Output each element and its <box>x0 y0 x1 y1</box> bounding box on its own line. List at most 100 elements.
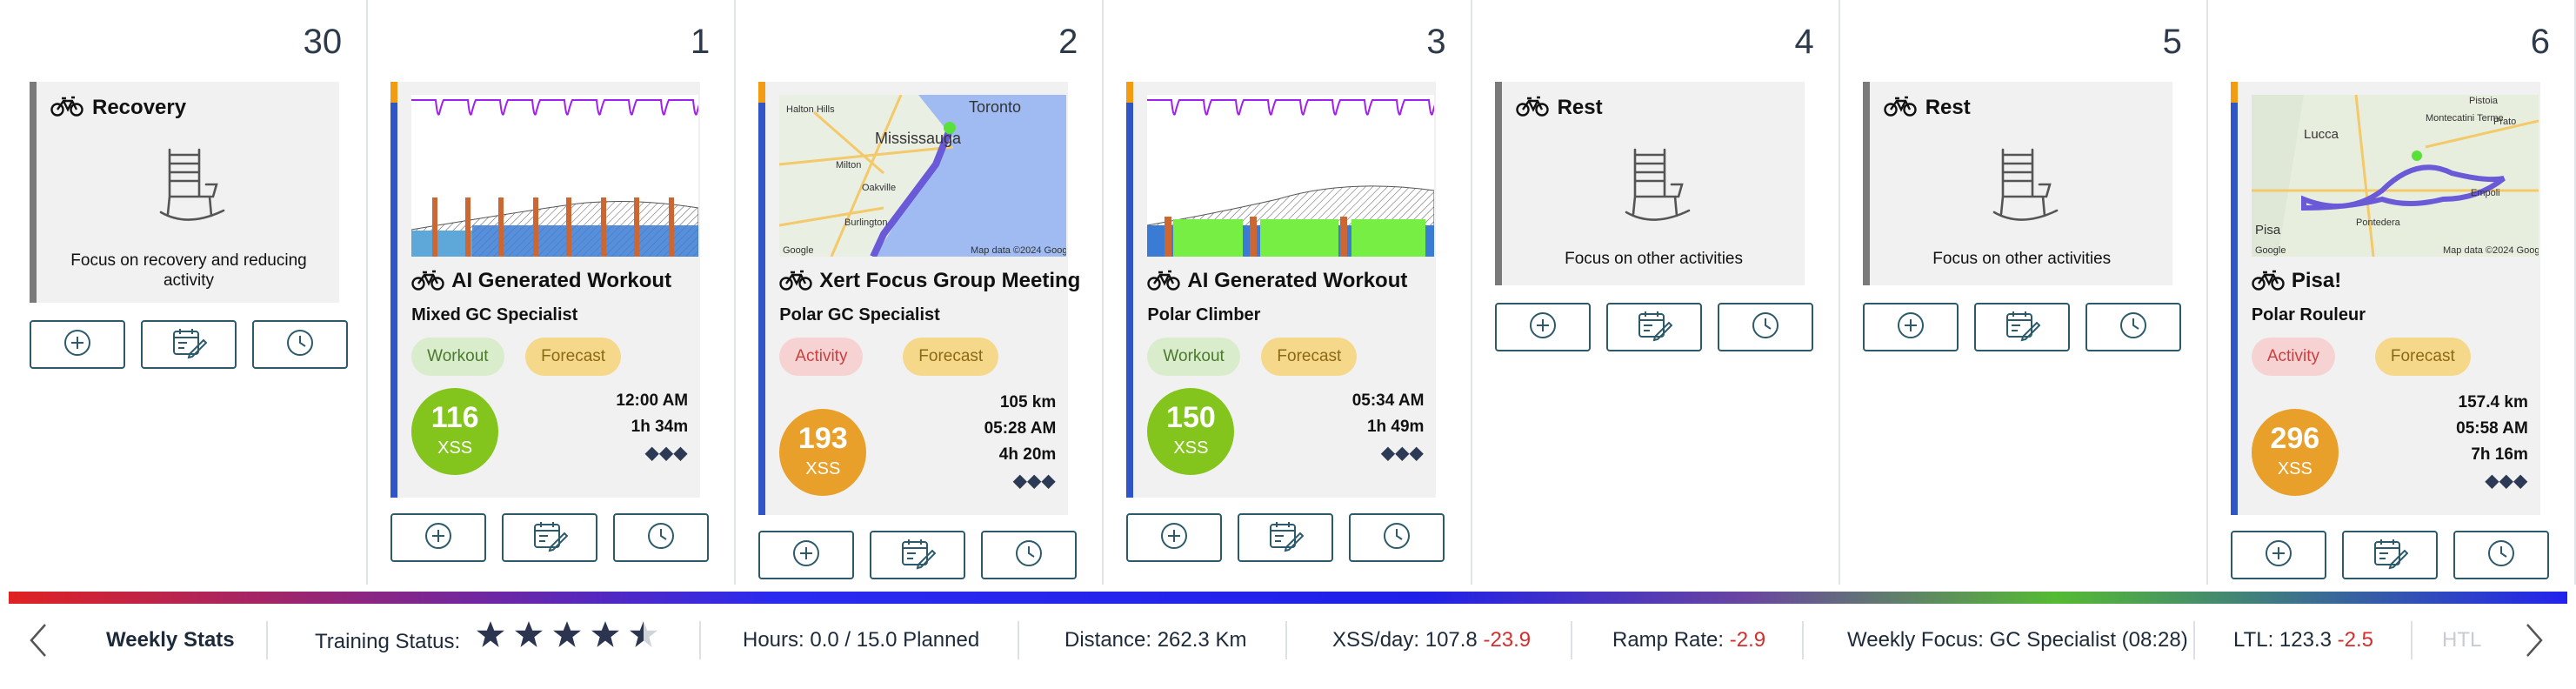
day-number: 2 <box>1058 23 1078 61</box>
history-button[interactable] <box>1349 513 1445 562</box>
add-button[interactable] <box>30 320 125 369</box>
rest-card[interactable]: Rest Focus on other activities <box>1862 82 2172 285</box>
history-button[interactable] <box>2453 531 2549 579</box>
add-button[interactable] <box>1126 513 1223 562</box>
stat-line: 1h 49m <box>1366 418 1425 436</box>
bicycle-icon <box>1515 96 1549 121</box>
hours-stat: Hours: 0.0 / 15.0 Planned <box>743 628 980 652</box>
star-icon <box>475 603 506 683</box>
day-number: 5 <box>2162 23 2182 61</box>
ramp-rate-value: -2.9 <box>1729 628 1766 652</box>
edit-plan-icon <box>899 537 937 574</box>
divider <box>2411 621 2412 659</box>
card-title: Xert Focus Group Meeting <box>819 269 1081 292</box>
stat-line: 05:28 AM <box>984 419 1057 438</box>
calendar-week: 30 Recovery Focus on recovery and reducing… <box>30 0 2576 585</box>
workout-stats: 12:00 AM 1h 34m ◆◆◆ <box>616 388 688 466</box>
plan-button[interactable] <box>2341 531 2438 579</box>
card-subtitle: Polar GC Specialist <box>779 305 940 324</box>
divider <box>699 621 701 659</box>
rocking-chair-icon <box>1502 143 1805 234</box>
focus-text: Focus on other activities <box>1932 250 2112 268</box>
svg-text:Prato: Prato <box>2493 117 2516 127</box>
history-button[interactable] <box>2085 303 2181 351</box>
card-status-bar <box>758 82 766 515</box>
card-title: AI Generated Workout <box>1187 269 1408 292</box>
difficulty-diamonds: ◆◆◆ <box>2485 472 2528 491</box>
history-icon <box>2119 311 2148 344</box>
add-button[interactable] <box>390 513 487 562</box>
ramp-rate-stat: Ramp Rate: -2.9 <box>1612 609 1765 689</box>
edit-plan-icon <box>170 326 208 364</box>
history-button[interactable] <box>981 531 1078 579</box>
svg-text:Pistoia: Pistoia <box>2469 96 2499 106</box>
divider <box>266 621 268 659</box>
add-icon <box>424 521 453 555</box>
tag-workout: Workout <box>1147 338 1240 376</box>
plan-button[interactable] <box>1605 303 1702 351</box>
bicycle-icon <box>1884 96 1917 121</box>
plan-button[interactable] <box>1238 513 1334 562</box>
activity-card[interactable]: Pistoia Montecatini Terme Lucca Prato Pisa Em… <box>2230 82 2540 515</box>
route-map: Pistoia Montecatini Terme Lucca Prato Pisa Em… <box>2251 95 2539 257</box>
plan-button[interactable] <box>1973 303 2070 351</box>
rest-card[interactable]: Rest Focus on other activities <box>1494 82 1805 285</box>
add-button[interactable] <box>758 531 855 579</box>
star-icon <box>551 603 583 683</box>
card-status-bar <box>30 82 37 303</box>
xss-label: XSS <box>437 438 473 458</box>
card-title: Recovery <box>92 96 187 119</box>
focus-text: Focus on recovery and reducing activity <box>70 251 307 290</box>
card-status-bar <box>2230 82 2238 515</box>
card-title: Rest <box>1557 96 1603 119</box>
add-button[interactable] <box>1862 303 1959 351</box>
card-subtitle: Polar Rouleur <box>2251 305 2366 324</box>
add-icon <box>1528 311 1558 344</box>
edit-plan-icon <box>2004 309 2041 346</box>
history-button[interactable] <box>1717 303 1813 351</box>
workout-card[interactable]: AI Generated Workout Mixed GC Specialist W… <box>390 82 701 498</box>
svg-text:Map data ©2024 Google: Map data ©2024 Google <box>2443 245 2539 256</box>
svg-text:Map data ©2024 Google: Map data ©2024 Google <box>971 245 1066 256</box>
prev-arrow-icon[interactable] <box>28 623 49 662</box>
plan-button[interactable] <box>870 531 966 579</box>
card-status-bar <box>1126 82 1134 498</box>
workout-card[interactable]: AI Generated Workout Polar Climber Workout… <box>1126 82 1437 498</box>
ltl-delta: -2.5 <box>2337 628 2373 652</box>
svg-text:Google: Google <box>783 245 813 256</box>
day-action-buttons <box>758 531 1080 579</box>
day-number: 6 <box>2530 23 2550 61</box>
svg-text:Montecatini Terme: Montecatini Terme <box>2426 113 2504 124</box>
tag-forecast: Forecast <box>525 338 622 376</box>
add-icon <box>1159 521 1189 555</box>
plan-button[interactable] <box>502 513 598 562</box>
stat-line: 4h 20m <box>998 445 1057 464</box>
history-icon <box>1751 311 1780 344</box>
activity-card[interactable]: Halton Hills Toronto Mississauga Milton Oakv… <box>758 82 1080 515</box>
svg-text:Pontedera: Pontedera <box>2356 217 2401 228</box>
card-status-bar <box>1862 82 1870 285</box>
difficulty-diamonds: ◆◆◆ <box>1381 444 1425 463</box>
ltl-label: LTL: 123.3 <box>2233 628 2332 652</box>
day-action-buttons <box>390 513 712 562</box>
stat-line: 05:58 AM <box>2456 419 2528 438</box>
bicycle-icon <box>1147 270 1181 295</box>
xss-label: XSS <box>1173 438 1209 458</box>
add-button[interactable] <box>1494 303 1591 351</box>
plan-button[interactable] <box>141 320 237 369</box>
xss-label: XSS <box>2277 459 2312 478</box>
svg-text:Lucca: Lucca <box>2304 127 2339 142</box>
xss-day-label: XSS/day: 107.8 <box>1332 628 1478 652</box>
add-button[interactable] <box>2230 531 2326 579</box>
history-button[interactable] <box>252 320 348 369</box>
day-column: 6 Pistoia Montecatini Terme Lucca Prato Pisa E… <box>2208 0 2576 585</box>
edit-plan-icon <box>531 519 569 557</box>
rest-card[interactable]: Recovery Focus on recovery and reducing a… <box>30 82 339 303</box>
weekly-focus-stat: Weekly Focus: GC Specialist (08:28) <box>1847 628 2188 652</box>
next-arrow-icon[interactable] <box>2524 623 2545 662</box>
tag-forecast: Forecast <box>2374 338 2471 376</box>
svg-text:Pisa: Pisa <box>2255 223 2281 237</box>
history-button[interactable] <box>613 513 710 562</box>
day-number: 3 <box>1426 23 1446 61</box>
day-action-buttons <box>1494 303 1817 351</box>
